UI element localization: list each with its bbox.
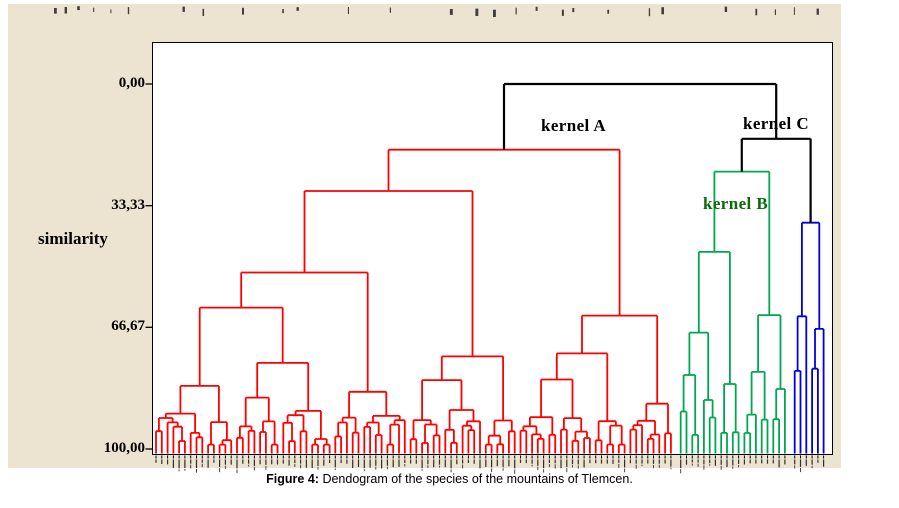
y-tick-label-67: 66,67 [111, 318, 145, 334]
figure-caption: Figure 4: Dendogram of the species of th… [0, 472, 899, 486]
cluster-label-kernel-a: kernel A [541, 116, 607, 135]
figure-caption-text: Dendogram of the species of the mountain… [318, 472, 633, 486]
figure-caption-number: Figure 4: [266, 472, 319, 486]
y-tick-label-0: 0,00 [118, 75, 145, 91]
cluster-label-kernel-c: kernel C [743, 114, 809, 133]
y-axis-title: similarity [38, 229, 108, 248]
y-tick-label-33: 33,33 [111, 197, 145, 213]
y-tick-label-100: 100,00 [103, 440, 145, 456]
cluster-label-kernel-b: kernel B [703, 194, 769, 213]
plot-area [152, 42, 833, 455]
